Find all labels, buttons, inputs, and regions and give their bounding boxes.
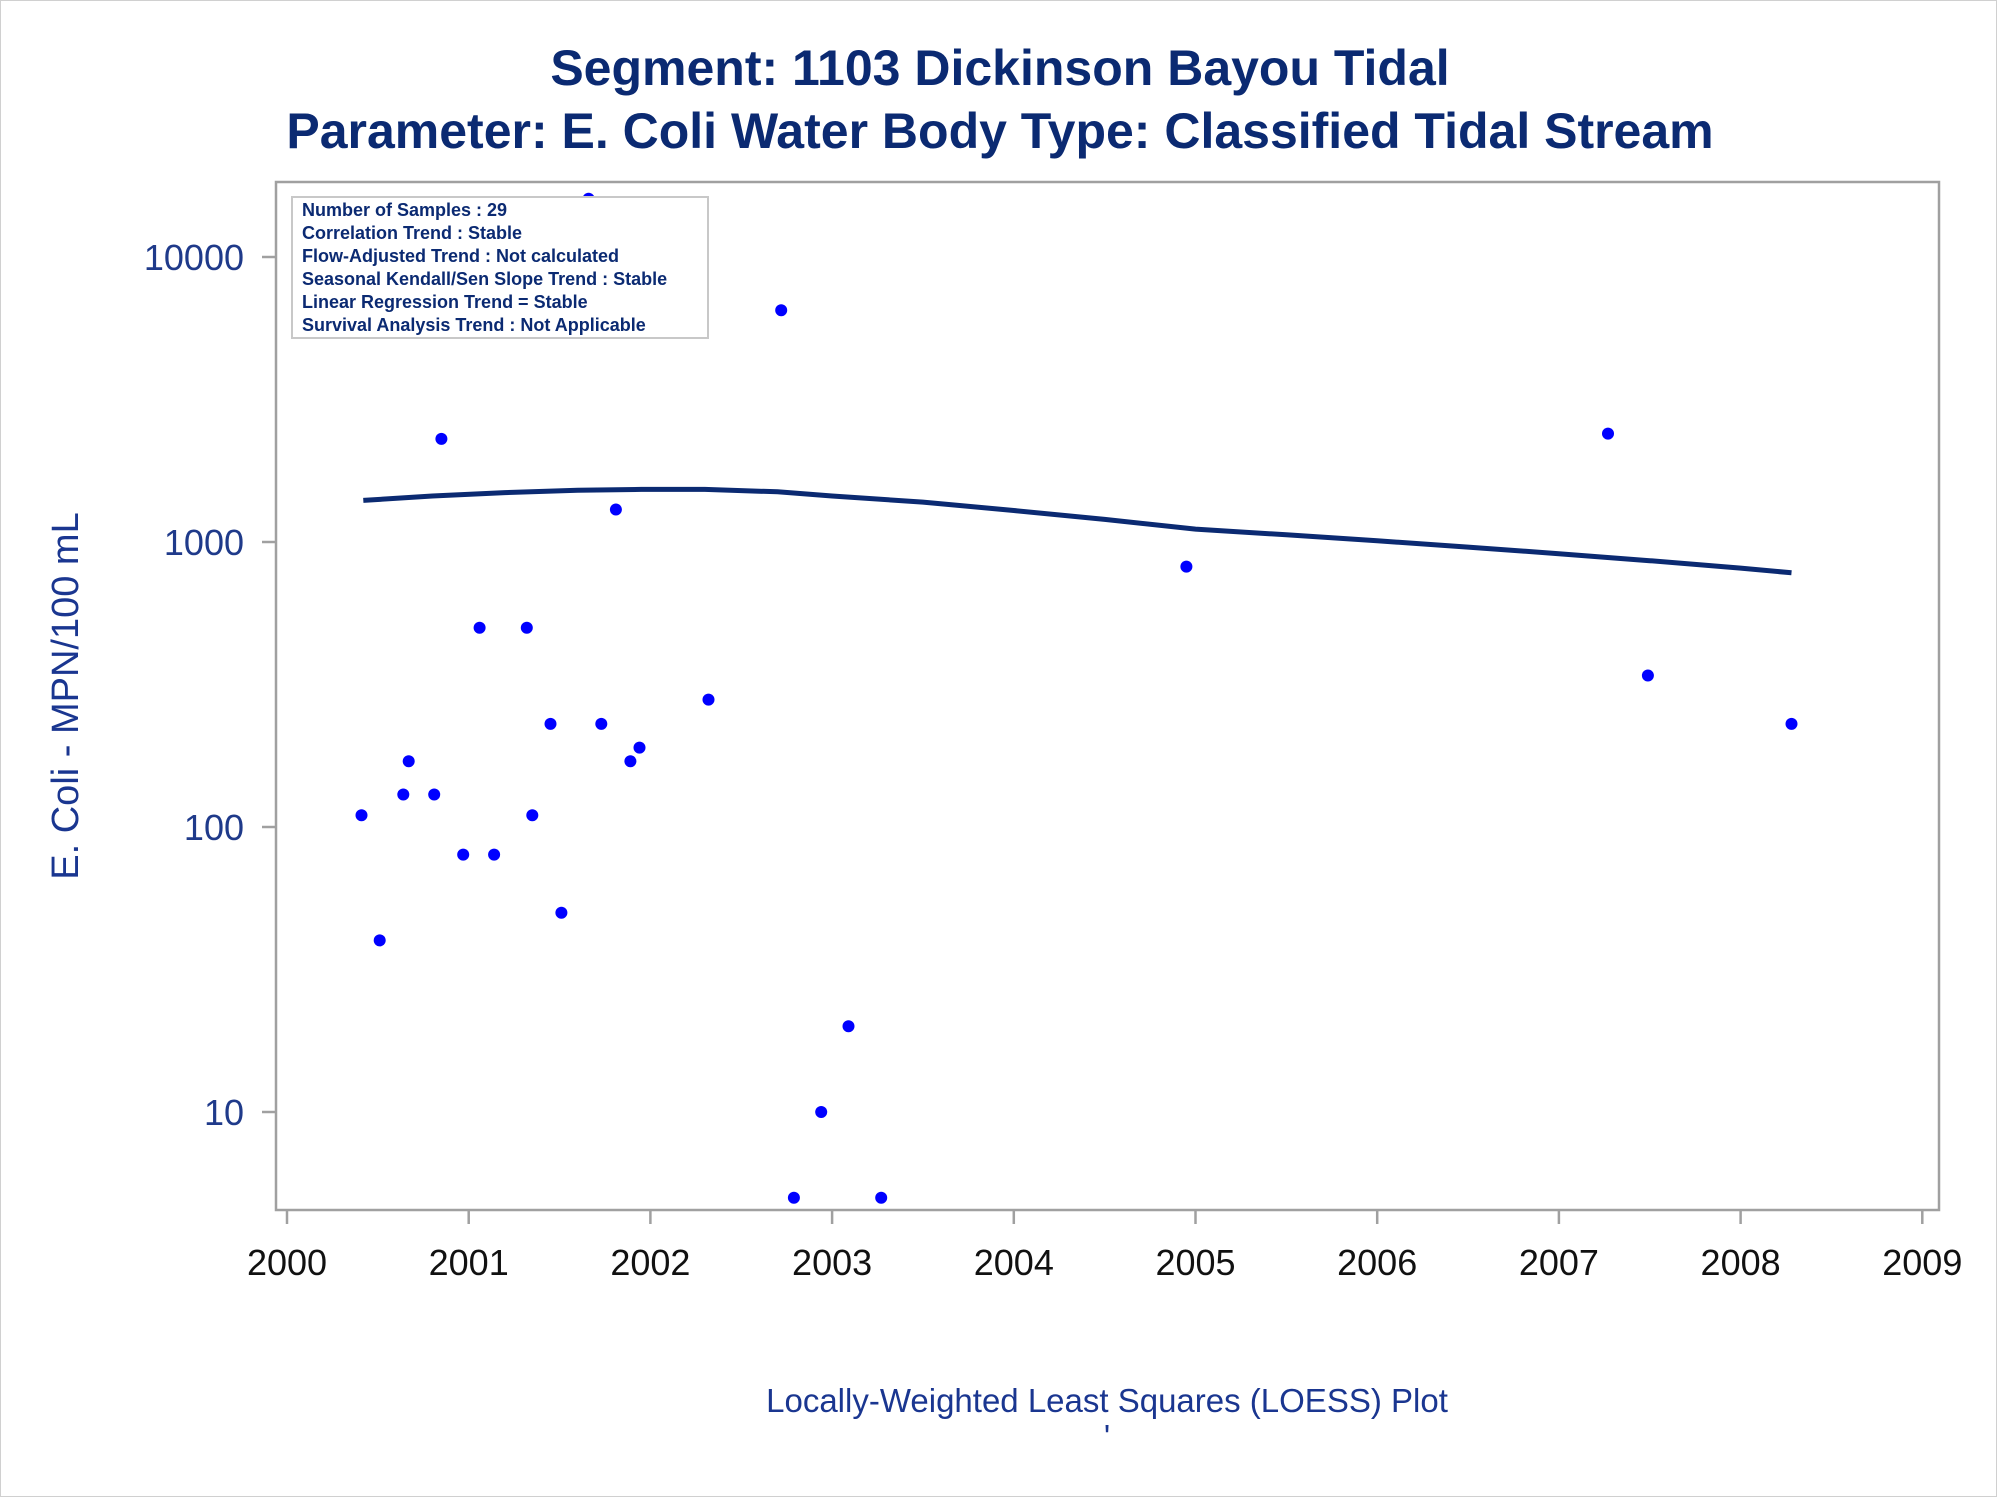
x-tick-label: 2006 <box>1337 1242 1417 1283</box>
stats-box: Number of Samples : 29 Correlation Trend… <box>291 196 709 339</box>
stats-box-border <box>291 196 709 339</box>
data-point <box>1641 669 1654 682</box>
chart-subtitle: Parameter: E. Coli Water Body Type: Clas… <box>286 103 1713 159</box>
stats-flow-adjusted-trend: Flow-Adjusted Trend : Not calculated <box>302 246 619 266</box>
y-axis: 10 100 1000 10000 <box>144 237 276 1133</box>
data-point <box>435 432 448 445</box>
y-tick-label: 1000 <box>164 522 244 563</box>
stats-survival-analysis-trend: Survival Analysis Trend : Not Applicable <box>302 315 646 335</box>
stats-sample-count: Number of Samples : 29 <box>302 200 507 220</box>
data-points <box>355 192 1798 1204</box>
data-point <box>555 906 568 919</box>
plot-area <box>274 180 1941 1212</box>
x-tick-label: 2009 <box>1882 1242 1962 1283</box>
data-point <box>624 755 637 768</box>
data-point <box>355 809 368 822</box>
data-point <box>633 741 646 754</box>
data-point <box>428 788 441 801</box>
data-point <box>373 934 386 947</box>
x-tick-label: 2004 <box>974 1242 1054 1283</box>
y-axis-label: E. Coli - MPN/100 mL <box>45 512 87 879</box>
x-axis: 2000 2001 2002 2003 2004 2005 2006 2007 2008 2009 <box>247 1210 1962 1283</box>
data-point <box>402 755 415 768</box>
x-tick-label: 2002 <box>610 1242 690 1283</box>
loess-trend-line <box>363 486 1792 576</box>
data-point <box>815 1106 828 1118</box>
data-point <box>702 693 715 706</box>
data-point <box>526 809 539 822</box>
data-point <box>397 788 410 801</box>
x-tick-label: 2007 <box>1519 1242 1599 1283</box>
data-point <box>1180 560 1193 573</box>
data-point <box>775 304 788 317</box>
x-tick-label: 2000 <box>247 1242 327 1283</box>
stats-correlation-trend: Correlation Trend : Stable <box>302 223 522 243</box>
stats-seasonal-kendall-trend: Seasonal Kendall/Sen Slope Trend : Stabl… <box>302 269 667 289</box>
chart-title: Segment: 1103 Dickinson Bayou Tidal <box>550 40 1449 96</box>
data-point <box>1785 717 1798 730</box>
data-point <box>842 1020 855 1033</box>
data-point <box>595 717 608 730</box>
y-tick-label: 100 <box>184 807 244 848</box>
x-tick-label: 2001 <box>429 1242 509 1283</box>
data-point <box>609 503 622 516</box>
data-point <box>544 717 557 730</box>
x-tick-label: 2003 <box>792 1242 872 1283</box>
data-point <box>787 1191 800 1204</box>
footer-mark: ' <box>1104 1418 1110 1455</box>
data-point <box>875 1191 888 1204</box>
data-point <box>1602 427 1614 440</box>
footer-label: Locally-Weighted Least Squares (LOESS) P… <box>766 1382 1448 1419</box>
data-point <box>473 621 486 634</box>
data-point <box>457 848 470 861</box>
y-tick-label: 10000 <box>144 237 244 278</box>
data-point <box>520 621 533 634</box>
data-point <box>488 848 501 861</box>
x-tick-label: 2008 <box>1701 1242 1781 1283</box>
stats-linear-regression-trend: Linear Regression Trend = Stable <box>302 292 588 312</box>
y-tick-label: 10 <box>204 1092 244 1133</box>
x-tick-label: 2005 <box>1155 1242 1235 1283</box>
